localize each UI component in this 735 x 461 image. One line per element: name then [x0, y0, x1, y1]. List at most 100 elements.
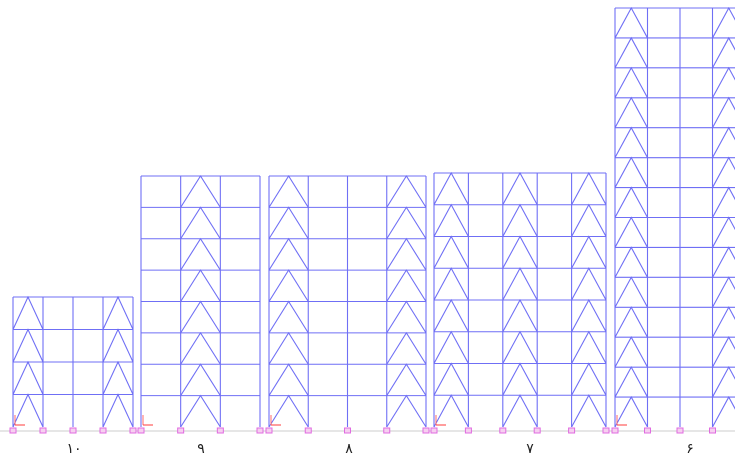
support-icon	[99, 427, 107, 434]
chevron-brace	[386, 394, 427, 428]
support-icon	[464, 427, 472, 434]
chevron-brace	[614, 246, 648, 278]
chevron-brace	[180, 206, 221, 240]
support-icon	[137, 427, 145, 434]
chevron-brace	[712, 365, 735, 398]
chevron-brace	[712, 186, 735, 218]
chevron-brace	[12, 393, 44, 428]
frame-4	[430, 171, 610, 434]
chevron-brace	[712, 246, 735, 278]
frame-1	[9, 295, 137, 434]
chevron-brace	[712, 66, 735, 99]
chevron-brace	[386, 174, 427, 208]
chevron-brace	[268, 237, 309, 271]
chevron-brace	[614, 96, 648, 128]
support-icon	[499, 427, 507, 434]
support-icon	[344, 427, 351, 434]
support-icon	[216, 427, 224, 434]
chevron-brace	[571, 267, 607, 301]
support-icon	[611, 427, 619, 434]
chevron-brace	[571, 394, 607, 428]
frame-5	[611, 6, 735, 434]
chevron-brace	[571, 298, 607, 333]
support-icon	[39, 427, 47, 434]
support-icon	[265, 427, 273, 434]
chevron-brace	[712, 306, 735, 338]
frame-2	[137, 174, 264, 434]
frame-3	[265, 174, 430, 434]
chevron-brace	[180, 174, 221, 208]
chevron-brace	[433, 267, 469, 301]
chevron-brace	[614, 365, 648, 398]
frame-label-9: ۹	[197, 441, 205, 457]
chevron-brace	[502, 203, 538, 237]
chevron-brace	[502, 394, 538, 428]
support-icon	[533, 427, 541, 434]
chevron-brace	[433, 235, 469, 269]
support-icon	[129, 427, 137, 434]
chevron-brace	[712, 276, 735, 308]
support-icon	[256, 427, 264, 434]
chevron-brace	[502, 267, 538, 301]
chevron-brace	[614, 6, 648, 39]
chevron-brace	[180, 331, 221, 365]
frame-label-7: ۷	[526, 441, 534, 457]
chevron-brace	[614, 216, 648, 248]
chevron-brace	[712, 96, 735, 128]
chevron-brace	[433, 171, 469, 206]
chevron-brace	[502, 330, 538, 364]
chevron-brace	[268, 363, 309, 396]
support-icon	[177, 427, 185, 434]
chevron-brace	[614, 336, 648, 368]
chevron-brace	[712, 216, 735, 248]
chevron-brace	[268, 394, 309, 428]
chevron-brace	[180, 394, 221, 428]
chevron-brace	[433, 298, 469, 333]
chevron-brace	[502, 171, 538, 206]
chevron-brace	[571, 203, 607, 237]
chevron-brace	[180, 363, 221, 396]
chevron-brace	[712, 36, 735, 69]
chevron-brace	[712, 126, 735, 158]
chevron-brace	[571, 330, 607, 364]
chevron-brace	[502, 235, 538, 269]
support-icon	[383, 427, 391, 434]
chevron-brace	[614, 66, 648, 99]
chevron-brace	[268, 300, 309, 334]
chevron-brace	[571, 171, 607, 206]
chevron-brace	[614, 276, 648, 308]
chevron-brace	[433, 362, 469, 396]
chevron-brace	[180, 269, 221, 302]
chevron-brace	[386, 331, 427, 365]
chevron-brace	[386, 363, 427, 396]
chevron-brace	[614, 395, 648, 428]
chevron-brace	[571, 235, 607, 269]
chevron-brace	[614, 126, 648, 158]
chevron-brace	[102, 295, 134, 330]
support-icon	[422, 427, 430, 434]
chevron-brace	[386, 300, 427, 334]
support-icon	[676, 427, 684, 434]
frame-label-10: ۱۰	[66, 441, 82, 457]
chevron-brace	[268, 269, 309, 302]
chevron-brace	[614, 186, 648, 218]
chevron-brace	[571, 362, 607, 396]
chevron-brace	[102, 360, 134, 395]
chevron-brace	[502, 362, 538, 396]
chevron-brace	[12, 328, 44, 363]
chevron-brace	[386, 206, 427, 240]
support-icon	[644, 427, 651, 434]
chevron-brace	[102, 393, 134, 428]
frames-layer	[9, 6, 735, 434]
chevron-brace	[12, 360, 44, 395]
chevron-brace	[712, 336, 735, 368]
chevron-brace	[180, 300, 221, 334]
support-icon	[69, 427, 77, 434]
support-icon	[304, 427, 312, 434]
chevron-brace	[268, 331, 309, 365]
chevron-brace	[433, 330, 469, 364]
chevron-brace	[12, 295, 44, 330]
chevron-brace	[386, 237, 427, 271]
chevron-brace	[614, 156, 648, 188]
